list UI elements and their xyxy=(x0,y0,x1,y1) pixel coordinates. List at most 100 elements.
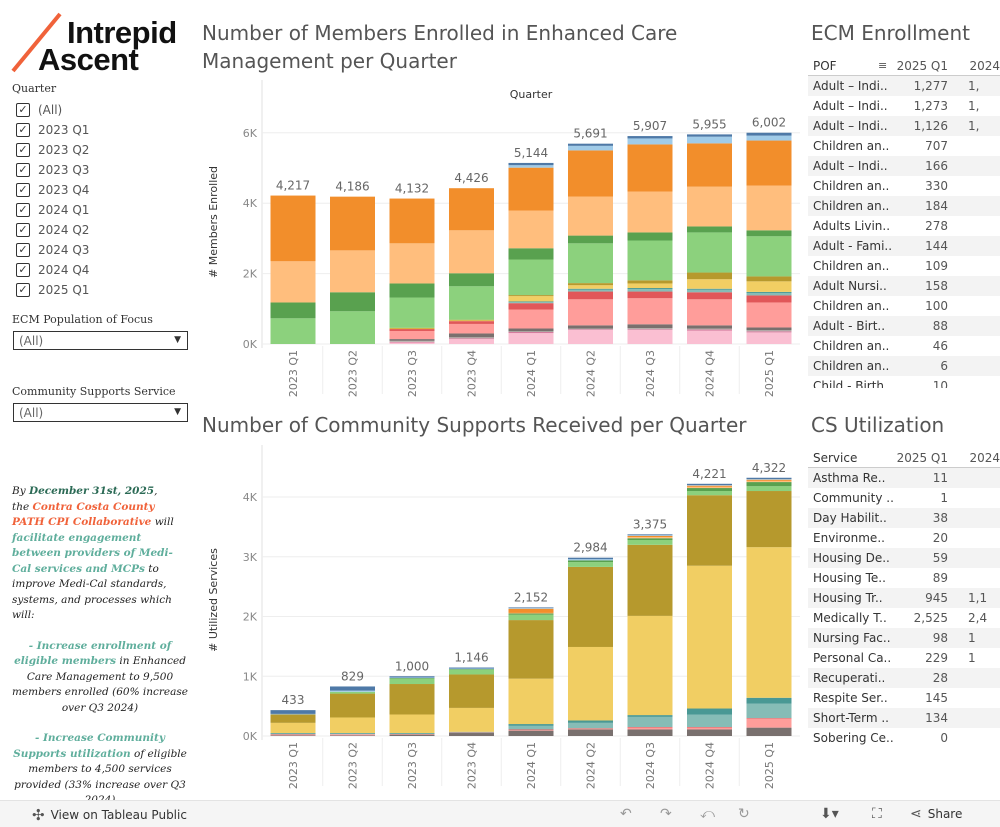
column-header[interactable]: Service xyxy=(813,450,858,465)
ecm-bar-segment[interactable] xyxy=(627,191,673,233)
ecm-bar-segment[interactable] xyxy=(627,298,673,325)
table-row[interactable]: Personal Ca.. 229 1 xyxy=(808,648,1000,668)
ecm-bar-segment[interactable] xyxy=(508,303,554,310)
table-row[interactable]: Adult – Indi.. 1,126 1, xyxy=(808,116,1000,136)
cs-bar-segment[interactable] xyxy=(568,722,613,729)
ecm-bar-segment[interactable] xyxy=(508,259,554,296)
cs-bar-segment[interactable] xyxy=(389,733,435,734)
checkbox-icon[interactable]: ✓ xyxy=(16,283,30,297)
cs-bar-segment[interactable] xyxy=(568,729,613,736)
table-row[interactable]: Adult – Indi.. 1,273 1, xyxy=(808,96,1000,116)
cs-bar-segment[interactable] xyxy=(627,715,673,717)
ecm-bar-segment[interactable] xyxy=(508,332,554,334)
download-icon[interactable]: ⬇▾ xyxy=(820,806,839,822)
cs-bar-segment[interactable] xyxy=(568,557,613,560)
ecm-bar-segment[interactable] xyxy=(449,273,494,287)
ecm-bar-segment[interactable] xyxy=(508,248,554,260)
table-row[interactable]: Housing Te.. 89 xyxy=(808,568,1000,588)
ecm-bar-segment[interactable] xyxy=(687,329,732,331)
sort-icon[interactable]: ≡ xyxy=(878,59,888,72)
ecm-bar-segment[interactable] xyxy=(687,272,732,280)
cs-bar-segment[interactable] xyxy=(568,728,613,730)
ecm-bar-segment[interactable] xyxy=(389,327,435,329)
cs-bar-segment[interactable] xyxy=(627,538,673,541)
cs-bar-segment[interactable] xyxy=(687,565,732,709)
cs-bar-segment[interactable] xyxy=(389,734,435,736)
ecm-bar-segment[interactable] xyxy=(330,250,375,293)
table-row[interactable]: Child - Birth.. 10 xyxy=(808,376,1000,388)
cs-bar-segment[interactable] xyxy=(746,697,792,704)
cs-bar-segment[interactable] xyxy=(746,479,792,481)
ecm-bar-segment[interactable] xyxy=(568,325,613,329)
ecm-bar-segment[interactable] xyxy=(270,318,316,344)
cs-bar-segment[interactable] xyxy=(270,722,316,734)
table-row[interactable]: Children an.. 6 xyxy=(808,356,1000,376)
ecm-bar-segment[interactable] xyxy=(746,135,792,141)
ecm-bar-segment[interactable] xyxy=(449,230,494,274)
quarter-checkbox-item[interactable]: ✓ 2023 Q3 xyxy=(16,160,89,180)
cs-bar-segment[interactable] xyxy=(389,714,435,734)
cs-bar-segment[interactable] xyxy=(330,686,375,691)
cs-bar-segment[interactable] xyxy=(746,491,792,548)
cs-bar-segment[interactable] xyxy=(330,690,375,692)
cs-bar-segment[interactable] xyxy=(330,733,375,734)
ecm-bar-segment[interactable] xyxy=(449,320,494,322)
cs-bar-segment[interactable] xyxy=(389,733,435,735)
checkbox-icon[interactable]: ✓ xyxy=(16,163,30,177)
cs-bar-segment[interactable] xyxy=(746,479,792,480)
ecm-bar-segment[interactable] xyxy=(687,232,732,273)
ecm-bar-segment[interactable] xyxy=(389,342,435,344)
table-row[interactable]: Short-Term .. 134 xyxy=(808,708,1000,728)
ecm-bar-segment[interactable] xyxy=(568,328,613,330)
ecm-bar-segment[interactable] xyxy=(330,311,375,344)
ecm-bar-segment[interactable] xyxy=(508,167,554,211)
cs-bar-segment[interactable] xyxy=(687,488,732,492)
quarter-checkbox-item[interactable]: ✓ 2024 Q3 xyxy=(16,240,89,260)
checkbox-icon[interactable]: ✓ xyxy=(16,123,30,137)
column-header[interactable]: 2025 Q1 xyxy=(896,450,948,465)
cs-bar-segment[interactable] xyxy=(508,613,554,615)
cs-bar-segment[interactable] xyxy=(508,730,554,736)
ecm-bar-segment[interactable] xyxy=(449,319,494,321)
ecm-bar-segment[interactable] xyxy=(687,279,732,289)
cs-bar-segment[interactable] xyxy=(746,718,792,719)
cs-bar-segment[interactable] xyxy=(746,703,792,719)
column-header[interactable]: 2024 xyxy=(969,450,1000,465)
ecm-bar-segment[interactable] xyxy=(627,232,673,241)
quarter-checkbox-item[interactable]: ✓ 2024 Q1 xyxy=(16,200,89,220)
ecm-bar-segment[interactable] xyxy=(746,330,792,332)
quarter-checkbox-item[interactable]: ✓ 2024 Q2 xyxy=(16,220,89,240)
ecm-bar-segment[interactable] xyxy=(508,295,554,297)
cs-bar-segment[interactable] xyxy=(449,731,494,733)
ecm-bar-segment[interactable] xyxy=(687,328,732,330)
cs-bar-segment[interactable] xyxy=(270,734,316,736)
ecm-bar-segment[interactable] xyxy=(389,330,435,340)
quarter-checkbox-item[interactable]: ✓ 2023 Q1 xyxy=(16,120,89,140)
ecm-bar-segment[interactable] xyxy=(627,328,673,330)
cs-bar-segment[interactable] xyxy=(627,535,673,536)
ecm-bar-segment[interactable] xyxy=(687,289,732,293)
checkbox-icon[interactable]: ✓ xyxy=(16,183,30,197)
table-row[interactable]: Respite Ser.. 145 xyxy=(808,688,1000,708)
ecm-bar-segment[interactable] xyxy=(508,296,554,302)
fullscreen-icon[interactable]: ⛶ xyxy=(872,806,882,822)
table-row[interactable]: Environme.. 20 xyxy=(808,528,1000,548)
ecm-bar-segment[interactable] xyxy=(389,283,435,298)
ecm-bar-segment[interactable] xyxy=(449,339,494,344)
cs-bar-segment[interactable] xyxy=(746,482,792,487)
ecm-bar-segment[interactable] xyxy=(449,188,494,231)
ecm-bar-segment[interactable] xyxy=(270,195,316,262)
ecm-bar-segment[interactable] xyxy=(687,136,732,144)
cs-bar-segment[interactable] xyxy=(389,678,435,679)
cs-bar-segment[interactable] xyxy=(508,729,554,731)
cs-bar-segment[interactable] xyxy=(627,535,673,538)
cs-bar-segment[interactable] xyxy=(270,710,316,714)
redo-icon[interactable]: ↷ xyxy=(660,806,672,822)
cs-bar-segment[interactable] xyxy=(627,540,673,545)
undo-icon[interactable]: ↶ xyxy=(620,806,632,822)
table-row[interactable]: Housing Tr.. 945 1,1 xyxy=(808,588,1000,608)
cs-bar-segment[interactable] xyxy=(687,727,732,730)
cs-bar-segment[interactable] xyxy=(389,676,435,678)
ecm-bar-segment[interactable] xyxy=(687,330,732,344)
table-row[interactable]: Adults Livin.. 278 xyxy=(808,216,1000,236)
